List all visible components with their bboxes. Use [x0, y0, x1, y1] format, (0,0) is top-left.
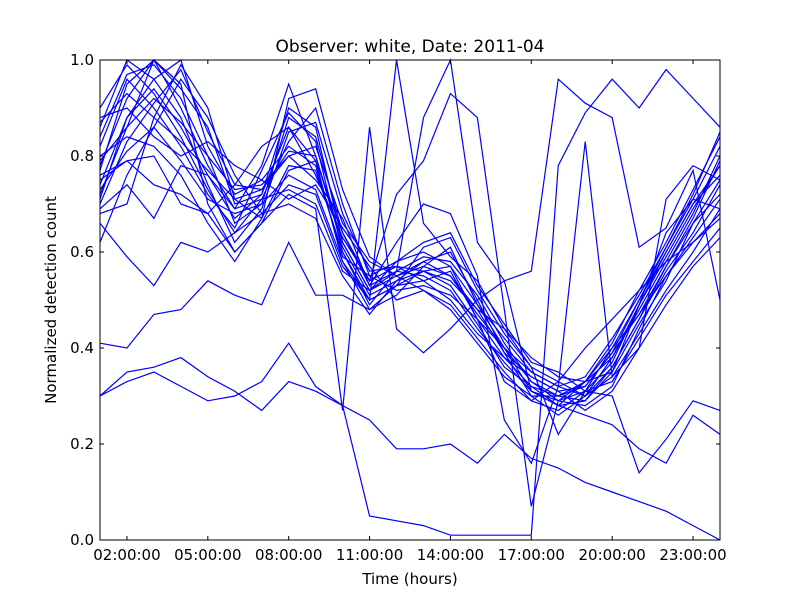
series-line-23 — [99, 87, 721, 507]
series-line-8 — [99, 63, 721, 388]
series-line-11 — [99, 126, 721, 383]
series-line-5 — [99, 59, 721, 407]
x-tick-label: 14:00:00 — [417, 546, 484, 564]
x-tick-label: 08:00:00 — [255, 546, 322, 564]
y-tick-label: 0.0 — [70, 531, 94, 549]
y-axis-label: Normalized detection count — [42, 196, 60, 404]
x-tick-label: 17:00:00 — [498, 546, 565, 564]
x-tick-label: 02:00:00 — [93, 546, 160, 564]
series-layer — [99, 57, 721, 541]
y-tick-label: 0.2 — [70, 435, 94, 453]
tick-layer: 02:00:00 05:00:00 08:00:00 11:00:00 14:00:00… — [70, 51, 727, 564]
series-line-20 — [99, 127, 721, 465]
x-tick-label: 20:00:00 — [578, 546, 645, 564]
x-tick-label: 11:00:00 — [336, 546, 403, 564]
series-line-14 — [99, 164, 721, 392]
series-line-22 — [99, 97, 721, 465]
x-tick-label: 05:00:00 — [174, 546, 241, 564]
y-tick-label: 1.0 — [70, 51, 94, 69]
series-line-13 — [99, 107, 721, 416]
series-line-15 — [99, 78, 721, 397]
series-line-7 — [99, 78, 721, 397]
x-axis-label: Time (hours) — [361, 570, 457, 588]
y-tick-label: 0.8 — [70, 147, 94, 165]
x-tick-label: 23:00:00 — [659, 546, 726, 564]
series-line-21 — [99, 59, 721, 475]
series-line-9 — [99, 63, 721, 407]
series-line-17 — [99, 213, 721, 402]
series-line-19 — [99, 342, 721, 541]
series-line-18 — [99, 68, 721, 536]
series-line-16 — [99, 203, 721, 412]
plot-frame — [99, 59, 721, 541]
series-line-24 — [99, 57, 721, 301]
chart-title: Observer: white, Date: 2011-04 — [276, 37, 545, 57]
y-tick-label: 0.4 — [70, 339, 94, 357]
y-tick-label: 0.6 — [70, 243, 94, 261]
